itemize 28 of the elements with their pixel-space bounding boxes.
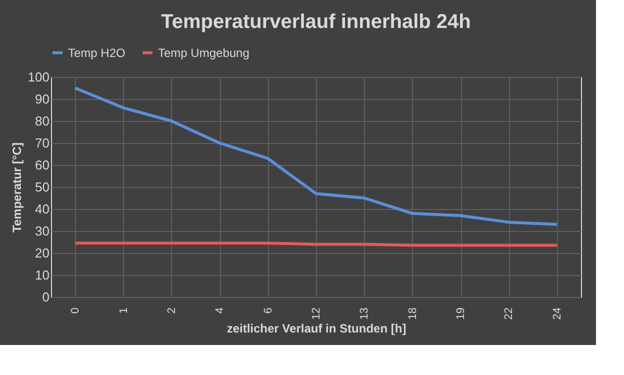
chart-title: Temperaturverlauf innerhalb 24h — [161, 11, 471, 33]
x-tick-label: 1 — [118, 308, 130, 314]
y-tick-label: 30 — [35, 224, 50, 238]
x-tick-label: 4 — [214, 308, 226, 314]
y-tick-label: 0 — [42, 290, 50, 304]
x-tick-label: 6 — [262, 308, 274, 314]
x-tick-label: 13 — [358, 308, 371, 320]
y-tick-label: 10 — [35, 268, 50, 282]
x-tick-label: 2 — [166, 308, 178, 314]
x-tick-label: 24 — [551, 308, 564, 320]
y-tick-label: 90 — [35, 92, 50, 106]
x-axis-title: zeitlicher Verlauf in Stunden [h] — [226, 322, 406, 336]
y-tick-label: 70 — [35, 136, 50, 150]
y-tick-label: 100 — [28, 70, 50, 84]
legend-label: Temp H2O — [68, 46, 126, 60]
x-tick-label: 19 — [455, 308, 468, 320]
x-tick-label: 18 — [406, 308, 419, 320]
line-series — [74, 86, 558, 226]
y-tick-label: 50 — [35, 180, 50, 194]
y-tick-label: 60 — [35, 158, 50, 172]
y-tick-label: 40 — [35, 202, 50, 216]
y-axis-title: Temperatur [°C] — [10, 142, 24, 232]
x-tick-label: 0 — [70, 308, 82, 314]
x-tick-label: 22 — [503, 308, 516, 320]
legend-label: Temp Umgebung — [158, 46, 250, 60]
y-tick-label: 80 — [35, 114, 50, 128]
x-tick-label: 12 — [310, 308, 322, 320]
y-tick-label: 20 — [35, 246, 50, 260]
